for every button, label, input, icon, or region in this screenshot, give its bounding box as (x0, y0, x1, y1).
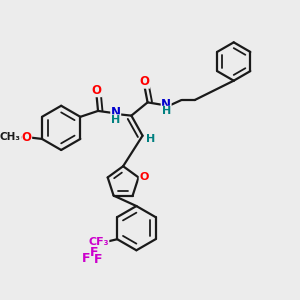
Text: O: O (92, 84, 102, 97)
Text: N: N (111, 106, 121, 119)
Text: CH₃: CH₃ (0, 132, 21, 142)
Text: CF₃: CF₃ (88, 237, 109, 247)
Text: F: F (82, 252, 90, 265)
Text: O: O (140, 75, 150, 88)
Text: O: O (22, 131, 32, 144)
Text: H: H (161, 106, 171, 116)
Text: H: H (111, 115, 120, 125)
Text: F: F (90, 246, 98, 259)
Text: F: F (94, 253, 102, 266)
Text: N: N (161, 98, 171, 111)
Text: H: H (146, 134, 155, 144)
Text: O: O (139, 172, 148, 182)
